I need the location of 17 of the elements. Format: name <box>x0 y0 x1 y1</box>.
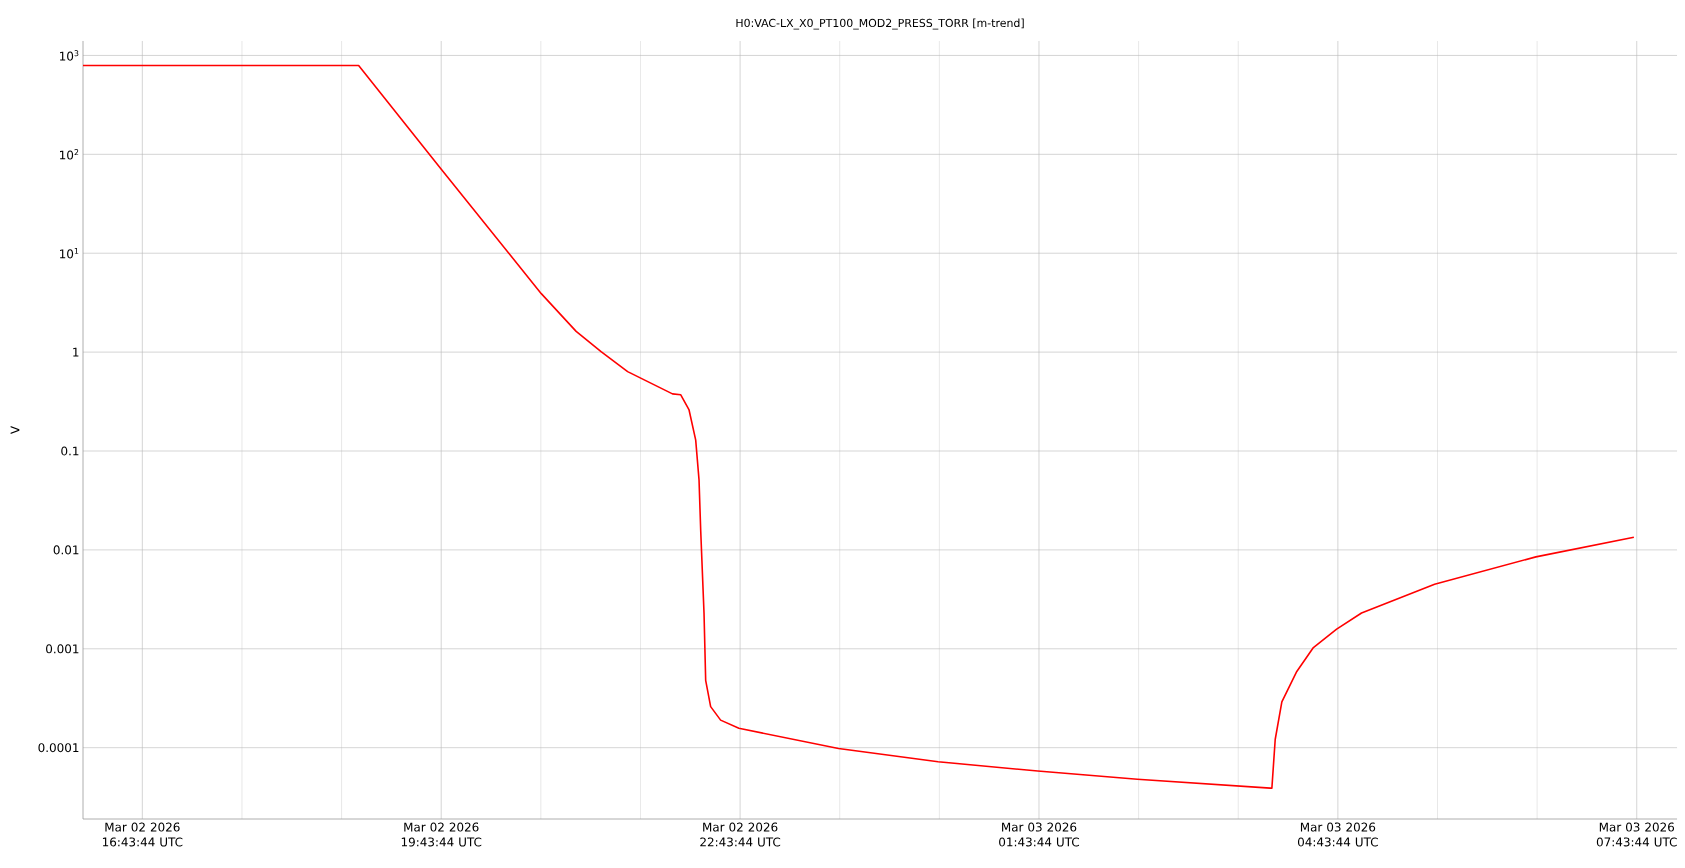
y-tick-label: 0.001 <box>46 644 79 654</box>
x-tick-label: Mar 03 2026 01:43:44 UTC <box>999 822 1080 847</box>
y-tick-label: 0.1 <box>61 446 79 456</box>
y-tick-label: 10$^{3}$ <box>60 50 79 61</box>
y-tick-label: 1 <box>73 347 79 357</box>
y-tick-label: 0.01 <box>53 545 79 555</box>
x-tick-label: Mar 02 2026 22:43:44 UTC <box>700 822 781 847</box>
x-tick-label: Mar 02 2026 16:43:44 UTC <box>102 822 183 847</box>
y-tick-label: 10$^{2}$ <box>60 149 79 160</box>
chart-title: H0:VAC-LX_X0_PT100_MOD2_PRESS_TORR [m-trend] <box>736 18 1024 30</box>
y-tick-label: 0.0001 <box>38 743 79 753</box>
line-series <box>83 64 1635 789</box>
x-tick-label: Mar 02 2026 19:43:44 UTC <box>401 822 482 847</box>
x-tick-label: Mar 03 2026 04:43:44 UTC <box>1297 822 1378 847</box>
y-tick-label: 10$^{1}$ <box>60 248 79 259</box>
x-tick-label: Mar 03 2026 07:43:44 UTC <box>1596 822 1677 847</box>
y-axis-title: V <box>10 426 20 434</box>
